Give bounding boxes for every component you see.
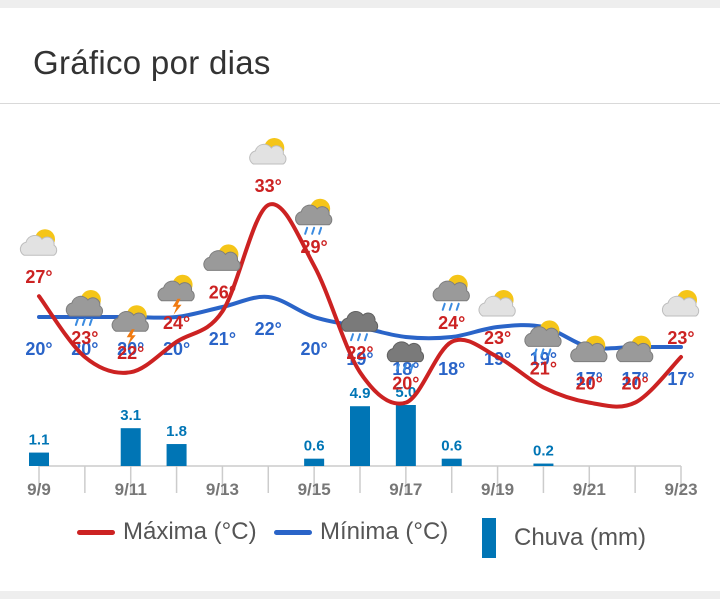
min-temp-label: 20° xyxy=(25,339,52,359)
max-temp-label: 20° xyxy=(622,374,649,394)
rain-bar xyxy=(120,428,141,466)
rain-sun-icon xyxy=(524,320,562,357)
legend-rain-label: Chuva (mm) xyxy=(514,524,647,551)
sunny-cloud-icon xyxy=(249,138,287,165)
x-tick-label: 9/23 xyxy=(664,480,697,499)
min-temp-label: 21° xyxy=(209,329,236,349)
legend-min-swatch xyxy=(274,529,312,535)
rain-cloud-icon xyxy=(340,310,379,342)
rain-sun-icon xyxy=(432,274,470,311)
partly-cloudy-icon xyxy=(661,290,700,317)
min-temp-label: 17° xyxy=(622,369,649,389)
legend-max-swatch xyxy=(77,529,115,535)
rain-value-label: 0.6 xyxy=(441,438,462,455)
min-temp-label: 20° xyxy=(163,339,190,359)
rain-bar xyxy=(166,444,187,466)
rain-bar xyxy=(441,458,462,466)
rain-bar xyxy=(350,406,370,466)
storm-sun-icon xyxy=(111,305,149,346)
rain-value-label: 1.1 xyxy=(29,432,50,449)
legend-item-max: Máxima (°C) xyxy=(77,518,257,546)
max-temp-line xyxy=(37,202,683,409)
max-temp-label: 23° xyxy=(71,328,98,348)
title-divider xyxy=(0,103,720,104)
max-temp-label: 21° xyxy=(530,358,557,378)
legend-item-rain: Chuva (mm) xyxy=(482,518,646,558)
min-temp-label: 17° xyxy=(576,369,603,389)
x-tick-label: 9/19 xyxy=(481,480,514,499)
partly-cloudy-icon xyxy=(19,229,58,256)
x-tick-label: 9/13 xyxy=(206,480,239,499)
rain-bar xyxy=(533,463,554,466)
x-tick-label: 9/11 xyxy=(115,480,147,499)
min-temp-label: 18° xyxy=(438,359,465,379)
x-tick-label: 9/21 xyxy=(573,480,606,499)
legend-max-label: Máxima (°C) xyxy=(123,518,257,545)
weather-chart: 9/9 9/11 9/13 9/15 9/17 9/19 9/21 9/23 1.1 3.1 1.8… xyxy=(19,138,700,499)
partly-cloudy-icon xyxy=(478,290,516,317)
rain-value-label: 1.8 xyxy=(166,423,187,440)
min-temp-label: 19° xyxy=(530,349,557,369)
max-temp-label: 23° xyxy=(484,328,511,348)
page-title: Gráfico por dias xyxy=(33,44,271,81)
max-temp-label: 24° xyxy=(163,313,190,333)
min-temp-label: 20° xyxy=(117,339,144,359)
cloudy-sun-icon xyxy=(203,244,241,271)
rain-value-label: 3.1 xyxy=(120,407,141,424)
rain-cloud-icon xyxy=(386,341,425,372)
rain-value-label: 0.6 xyxy=(304,438,325,455)
x-tick-label: 9/17 xyxy=(389,480,422,499)
min-temp-label: 22° xyxy=(255,319,282,339)
max-temp-label: 27° xyxy=(25,267,52,287)
x-tick-label: 9/9 xyxy=(27,480,51,499)
max-temp-label: 20° xyxy=(392,374,419,394)
rain-sun-icon xyxy=(295,198,333,235)
chart-card: Gráfico por dias xyxy=(0,8,720,591)
rain-value-label: 0.2 xyxy=(533,443,554,460)
rain-value-label: 4.9 xyxy=(350,385,371,402)
max-temp-label: 33° xyxy=(255,176,282,196)
storm-sun-icon xyxy=(157,274,195,315)
max-temp-label: 22° xyxy=(346,343,373,363)
cloudy-sun-icon xyxy=(616,335,654,363)
legend-min-label: Mínima (°C) xyxy=(320,518,449,545)
max-temp-label: 24° xyxy=(438,313,465,333)
cloudy-sun-icon xyxy=(570,335,608,363)
min-temp-label: 20° xyxy=(301,339,328,359)
legend-rain-swatch xyxy=(482,518,496,558)
legend-item-min: Mínima (°C) xyxy=(274,518,448,546)
min-temp-label: 17° xyxy=(667,369,694,389)
max-temp-label: 23° xyxy=(667,328,694,348)
rain-bar xyxy=(304,458,325,466)
max-temp-label: 22° xyxy=(117,343,144,363)
min-temp-label: 20° xyxy=(71,339,98,359)
max-temp-label: 29° xyxy=(301,237,328,257)
x-tick-label: 9/15 xyxy=(298,480,331,499)
rain-sun-icon xyxy=(65,290,104,326)
chart-legend: Máxima (°C) Mínima (°C) Chuva (mm) xyxy=(0,518,720,562)
rain-bar xyxy=(29,452,49,466)
max-temp-label: 20° xyxy=(576,374,603,394)
rain-bar xyxy=(395,405,416,466)
max-temp-label: 26° xyxy=(209,282,236,302)
